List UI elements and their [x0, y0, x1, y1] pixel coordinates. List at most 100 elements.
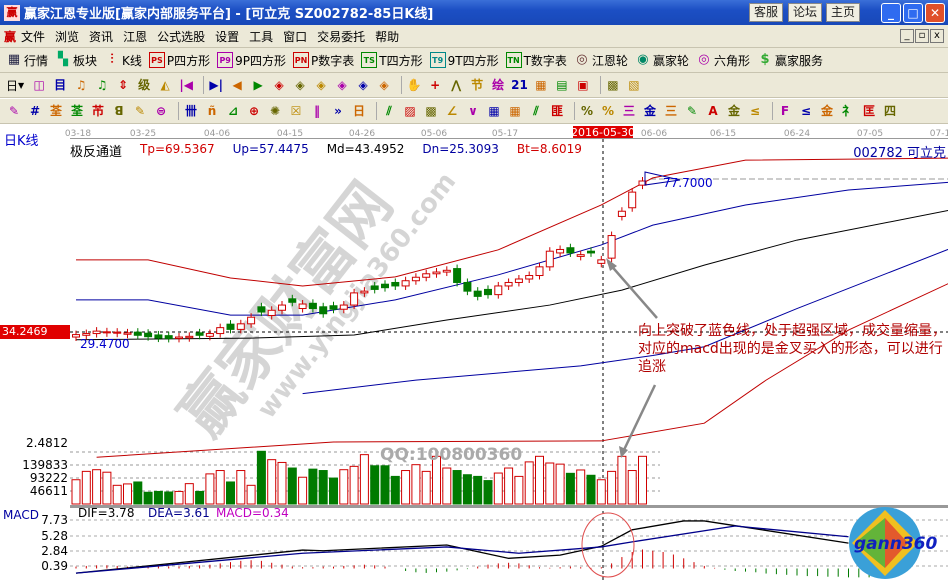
tool-icon[interactable]: 礻 [841, 104, 854, 118]
tool-icon[interactable]: ◭ [160, 78, 170, 92]
tool-icon[interactable]: 荃 [70, 104, 83, 118]
stock-chart[interactable]: 03-18 03-25 04-06 04-15 04-26 05-06 05-17 2016-… [0, 125, 948, 580]
tool-icon[interactable]: ⊕ [248, 104, 260, 118]
tool-icon[interactable]: ∠ [446, 104, 458, 118]
mdi-minimize-icon[interactable]: _ [900, 29, 914, 43]
menu-item[interactable]: 公式选股 [157, 29, 206, 44]
tool-icon[interactable]: |◀ [179, 78, 193, 92]
tool-icon[interactable]: ꓭ [114, 104, 124, 118]
tool-icon[interactable]: ⫽ [533, 104, 539, 118]
mdi-close-icon[interactable]: x [930, 29, 944, 43]
tool-icon[interactable]: ⇕ [118, 78, 129, 92]
toolbar-button[interactable]: ◉ 赢家轮 [635, 52, 689, 69]
tool-icon[interactable]: ▨ [404, 104, 416, 118]
menu-item[interactable]: 文件 [21, 29, 46, 44]
tool-icon[interactable]: ◈ [358, 78, 368, 92]
menu-item[interactable]: 帮助 [375, 29, 400, 44]
tool-icon[interactable]: 目 [54, 78, 67, 92]
tool-icon[interactable]: ✎ [686, 104, 698, 118]
toolbar-button[interactable]: ⫶ K线 [104, 52, 142, 69]
menu-item[interactable]: 窗口 [283, 29, 308, 44]
toolbar-button[interactable]: PS P四方形 [148, 52, 210, 69]
tool-icon[interactable]: # [29, 104, 41, 118]
period-selector[interactable]: 日 ▼ [6, 78, 25, 93]
close-icon[interactable]: ✕ [925, 3, 945, 23]
tool-icon[interactable]: ◈ [337, 78, 347, 92]
tool-icon[interactable]: ◈ [274, 78, 284, 92]
tool-icon[interactable]: 绘 [492, 78, 505, 92]
tool-icon[interactable]: ▶ [253, 78, 263, 92]
mdi-restore-icon[interactable]: ▫ [915, 29, 929, 43]
toolbar-button[interactable]: TN T数字表 [505, 52, 567, 69]
tool-icon[interactable]: ⊿ [227, 104, 239, 118]
tool-icon[interactable]: 匪 [550, 104, 563, 118]
tool-icon[interactable]: 三 [622, 104, 635, 118]
tool-icon[interactable]: ≤ [749, 104, 761, 118]
tool-icon[interactable]: ✎ [8, 104, 20, 118]
tool-icon[interactable]: ‖ [314, 104, 320, 118]
tool-icon[interactable]: ▧ [628, 78, 640, 92]
tool-icon[interactable]: ▦ [535, 78, 547, 92]
tool-icon[interactable]: ▤ [556, 78, 568, 92]
toolbar-button[interactable]: P9 9P四方形 [217, 52, 286, 69]
tool-icon[interactable]: ✎ [134, 104, 146, 118]
tool-icon[interactable]: 三 [664, 104, 677, 118]
tool-icon[interactable]: ⋀ [451, 78, 462, 92]
tool-icon[interactable]: ◈ [316, 78, 326, 92]
toolbar-button[interactable]: ▦ 行情 [6, 52, 48, 69]
tool-icon[interactable]: ✺ [269, 104, 281, 118]
tool-icon[interactable]: % [580, 104, 594, 118]
tool-icon[interactable]: ñ [207, 104, 217, 118]
toolbar-button[interactable]: ◎ 六角形 [696, 52, 750, 69]
menu-item[interactable]: 设置 [215, 29, 240, 44]
tool-icon[interactable]: A [708, 104, 718, 118]
tool-icon[interactable]: ▦ [509, 104, 521, 118]
tool-icon[interactable]: 金 [820, 104, 833, 118]
tool-icon[interactable]: 金 [643, 104, 656, 118]
menu-item[interactable]: 浏览 [55, 29, 80, 44]
tool-icon[interactable]: » [334, 104, 342, 118]
tool-icon[interactable]: ▦ [488, 104, 500, 118]
tool-icon[interactable]: 匡 [862, 104, 875, 118]
tool-icon[interactable]: 荃 [49, 104, 62, 118]
tool-icon[interactable]: ♫ [75, 78, 87, 92]
homepage-button[interactable]: 主页 [826, 3, 861, 22]
tool-icon[interactable]: ✋ [406, 78, 422, 92]
tool-icon[interactable]: F [780, 104, 790, 118]
tool-icon[interactable]: 芇 [91, 104, 104, 118]
menu-item[interactable]: 交易委托 [317, 29, 366, 44]
tool-icon[interactable]: 节 [471, 78, 484, 92]
toolbar-button[interactable]: ▚ 板块 [55, 52, 97, 69]
menu-item[interactable]: 工具 [249, 29, 274, 44]
customer-service-button[interactable]: 客服 [749, 3, 784, 22]
tool-icon[interactable]: 四 [883, 104, 896, 118]
tool-icon[interactable]: ☒ [290, 104, 302, 118]
tool-icon[interactable]: ≤ [800, 104, 812, 118]
panel-divider[interactable] [70, 505, 948, 508]
tool-icon[interactable]: ⫽ [386, 104, 392, 118]
tool-icon[interactable]: ▩ [425, 104, 437, 118]
toolbar-button[interactable]: T9 9T四方形 [429, 52, 499, 69]
tool-icon[interactable]: ◈ [379, 78, 389, 92]
tool-icon[interactable]: ⊜ [155, 104, 167, 118]
tool-icon[interactable]: 金 [727, 104, 740, 118]
tool-icon[interactable]: ◈ [295, 78, 305, 92]
menu-item[interactable]: 资讯 [89, 29, 114, 44]
tool-icon[interactable]: ∨ [468, 104, 478, 118]
toolbar-button[interactable]: $ 赢家服务 [757, 52, 823, 69]
tool-icon[interactable]: ◀ [232, 78, 242, 92]
tool-icon[interactable]: 日 [352, 104, 365, 118]
tool-icon[interactable]: % [601, 104, 615, 118]
app-menu-logo-icon[interactable]: 赢 [4, 29, 17, 44]
tool-icon[interactable]: 21 [511, 78, 528, 92]
maximize-icon[interactable]: □ [903, 3, 923, 23]
toolbar-button[interactable]: PN P数字表 [293, 52, 354, 69]
tool-icon[interactable]: 卌 [184, 104, 197, 118]
tool-icon[interactable]: ▩ [607, 78, 619, 92]
forum-button[interactable]: 论坛 [788, 3, 823, 22]
tool-icon[interactable]: ▶| [209, 78, 223, 92]
minimize-icon[interactable]: _ [881, 3, 901, 23]
tool-icon[interactable]: ♫ [96, 78, 108, 92]
tool-icon[interactable]: ◫ [33, 78, 45, 92]
tool-icon[interactable]: ▣ [577, 78, 589, 92]
